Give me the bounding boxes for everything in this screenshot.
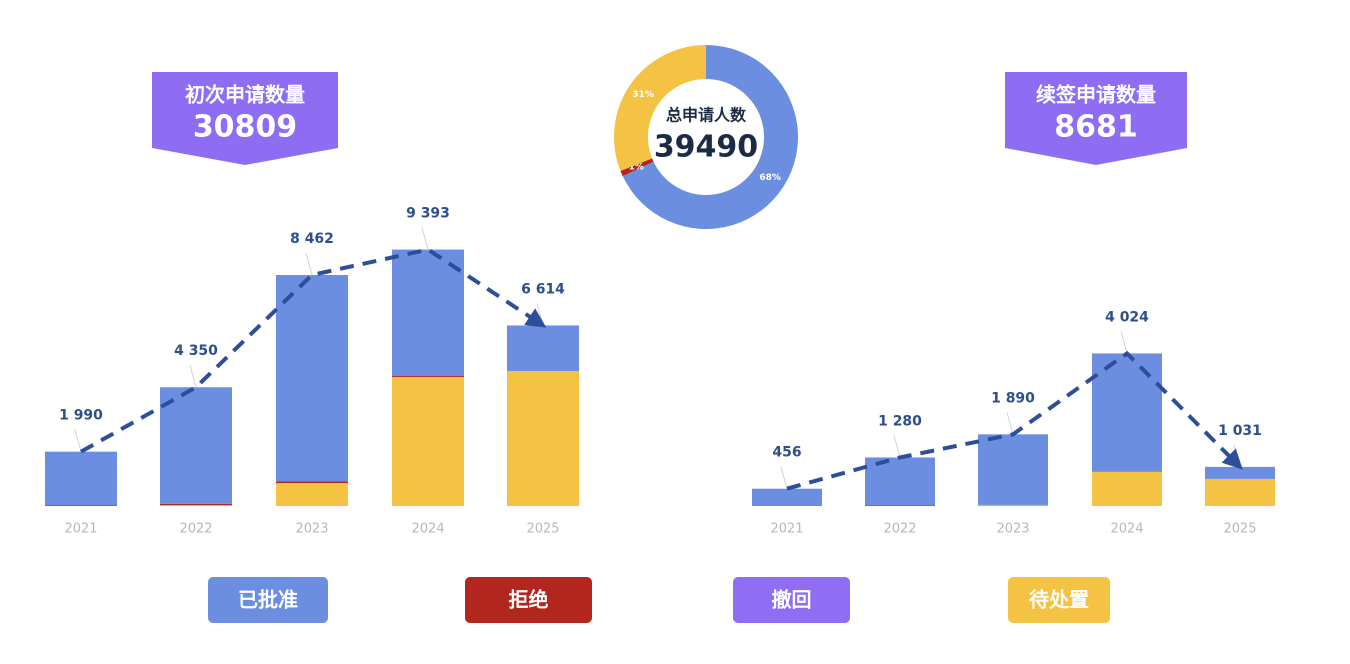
x-tick-label: 2022: [883, 522, 916, 537]
banner-total: 30809: [193, 110, 297, 145]
bar-segment: [160, 387, 232, 504]
bar-segment: [507, 325, 579, 372]
bar-segment: [865, 505, 935, 506]
bar-segment: [752, 488, 822, 506]
leader-line: [189, 365, 197, 388]
banner: [1005, 72, 1187, 165]
x-tick-label: 2023: [295, 522, 328, 537]
x-tick-label: 2022: [179, 522, 212, 537]
x-tick-label: 2024: [1110, 522, 1143, 537]
x-tick-label: 2021: [64, 522, 97, 537]
bar-segment: [160, 503, 232, 506]
total-label: 8 462: [290, 231, 334, 247]
bar-segment: [276, 274, 348, 482]
x-tick-label: 2025: [1223, 522, 1256, 537]
donut-slice: [620, 158, 654, 177]
bar-segment: [45, 451, 117, 506]
leader-line: [421, 227, 429, 250]
donut-title: 总申请人数: [666, 106, 747, 125]
x-tick-label: 2023: [996, 522, 1029, 537]
legend-label: 撤回: [772, 588, 812, 612]
leader-line: [780, 466, 788, 489]
total-label: 1 890: [991, 390, 1035, 406]
leader-line: [305, 252, 313, 276]
total-label: 4 024: [1105, 309, 1149, 325]
total-label: 1 031: [1218, 423, 1262, 439]
bar-segment: [45, 505, 117, 506]
banner-title: 初次申请数量: [185, 83, 305, 107]
bar-segment: [1092, 471, 1162, 506]
leader-line: [1006, 412, 1014, 435]
legend-swatch: [208, 577, 328, 623]
bar-segment: [1205, 466, 1275, 479]
banner-total: 8681: [1054, 110, 1138, 145]
trend-line: [786, 350, 1243, 491]
bar-segment: [392, 249, 464, 377]
x-tick-label: 2025: [526, 522, 559, 537]
slice-label: 1%: [629, 163, 644, 173]
legend-label: 已批准: [238, 588, 298, 612]
total-label: 1 280: [878, 413, 922, 429]
bar-segment: [865, 457, 935, 506]
bar-segment: [978, 505, 1048, 506]
slice-label: 31%: [632, 90, 654, 100]
donut-total: 39490: [654, 130, 758, 165]
legend-swatch: [733, 577, 850, 623]
leader-line: [1120, 331, 1128, 354]
bar-segment: [276, 481, 348, 484]
banner: [152, 72, 338, 165]
total-label: 456: [772, 445, 801, 461]
bar-segment: [276, 483, 348, 506]
leader-line: [536, 303, 544, 326]
total-label: 1 990: [59, 408, 103, 424]
legend-swatch: [1008, 577, 1110, 623]
bar-segment: [392, 376, 464, 378]
total-label: 4 350: [174, 343, 218, 359]
legend-label: 待处置: [1029, 588, 1089, 612]
banner-title: 续签申请数量: [1036, 83, 1156, 107]
x-tick-label: 2021: [770, 522, 803, 537]
total-label: 9 393: [406, 206, 450, 222]
bar-segment: [1205, 478, 1275, 506]
total-label: 6 614: [521, 281, 565, 297]
x-tick-label: 2024: [411, 522, 444, 537]
bar-segment: [507, 371, 579, 506]
legend-label: 拒绝: [509, 588, 549, 612]
bar-segment: [160, 505, 232, 506]
leader-line: [74, 429, 82, 452]
leader-line: [893, 435, 901, 458]
donut-slice: [622, 45, 798, 229]
legend-swatch: [465, 577, 592, 623]
slice-label: 68%: [759, 173, 781, 183]
donut-slice: [614, 45, 706, 171]
bar-segment: [978, 434, 1048, 505]
bar-segment: [392, 377, 464, 506]
bar-segment: [1092, 353, 1162, 472]
